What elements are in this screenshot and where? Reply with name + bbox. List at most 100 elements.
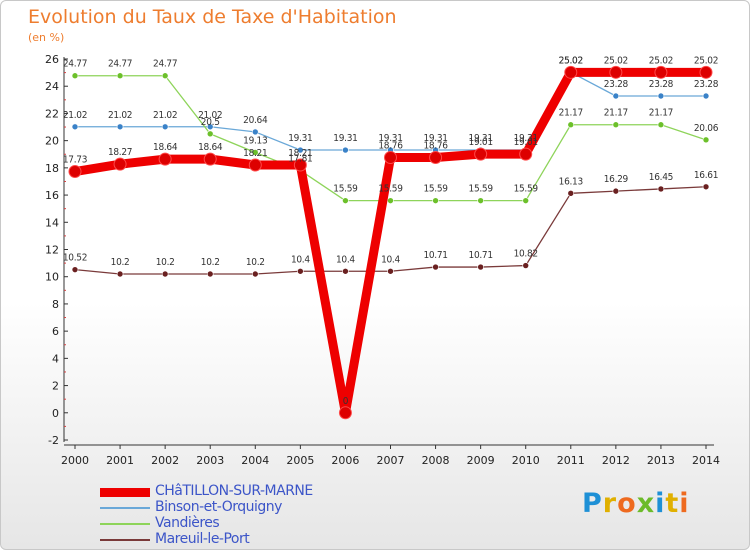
proxiti-logo: Proxiti <box>582 488 690 519</box>
series-point <box>702 183 710 191</box>
data-label: 0 <box>343 396 349 407</box>
logo-letter: r <box>602 488 618 519</box>
series-point <box>702 136 710 144</box>
data-label: 10.2 <box>246 257 265 268</box>
legend-swatch <box>100 539 150 541</box>
y-tick-label: 16 <box>45 189 59 202</box>
data-label: 15.59 <box>378 184 403 195</box>
series-point <box>342 146 349 154</box>
data-label: 20.5 <box>201 117 220 128</box>
logo-letter: P <box>582 488 603 519</box>
data-label: 19.31 <box>378 133 402 144</box>
series-point <box>206 270 214 278</box>
data-label: 19.01 <box>469 137 493 148</box>
series-point <box>567 190 575 197</box>
y-tick-label: 6 <box>52 325 59 338</box>
y-tick-label: 20 <box>45 135 59 148</box>
data-label: 25.02 <box>559 55 583 66</box>
data-label: 20.06 <box>694 123 719 134</box>
series-point <box>116 72 124 80</box>
data-label: 10.71 <box>423 250 447 261</box>
data-label: 18.21 <box>243 148 267 159</box>
series-point <box>387 267 394 275</box>
data-label: 19.01 <box>514 137 538 148</box>
series-point <box>158 152 172 166</box>
y-tick-label: 10 <box>45 271 59 284</box>
series-point <box>609 65 623 79</box>
data-label: 19.31 <box>288 133 312 144</box>
data-labels: 17.73 18.27 18.64 18.64 18.21 18.21 0 18.76 18.7… <box>63 55 719 406</box>
logo-letter: t <box>665 488 680 519</box>
x-tick-label: 2004 <box>241 454 269 467</box>
data-label: 17.81 <box>288 153 312 164</box>
data-label: 19.31 <box>333 133 357 144</box>
data-label: 18.76 <box>423 141 448 152</box>
series-point <box>71 266 79 273</box>
legend-label: Mareuil-le-Port <box>155 531 250 547</box>
series-point <box>387 197 394 204</box>
series-point <box>161 123 169 131</box>
logo-letter: i <box>679 488 690 519</box>
series-point <box>161 270 169 278</box>
x-tick-label: 2006 <box>331 454 359 467</box>
data-label: 25.02 <box>649 55 673 66</box>
y-tick-label: -2 <box>48 434 59 447</box>
data-label: 21.17 <box>604 108 628 119</box>
data-label: 24.77 <box>63 59 87 70</box>
series-point <box>206 130 214 138</box>
series-point <box>248 158 262 172</box>
series-point <box>251 270 259 278</box>
series-point <box>293 158 307 172</box>
x-tick-label: 2014 <box>692 454 720 467</box>
series-point <box>113 157 127 171</box>
data-label: 21.02 <box>198 110 222 121</box>
data-label: 24.77 <box>108 59 132 70</box>
data-label: 18.64 <box>198 142 223 153</box>
series-point <box>654 65 668 79</box>
series-point <box>657 185 665 193</box>
data-label: 21.02 <box>153 110 177 121</box>
series-point <box>68 165 82 179</box>
series-point <box>71 123 79 131</box>
series-point <box>342 267 349 275</box>
data-label: 10.2 <box>111 257 130 268</box>
series-point <box>203 152 217 166</box>
data-label: 25.02 <box>559 55 583 66</box>
legend-swatch <box>100 487 150 497</box>
data-label: 10.4 <box>336 254 355 265</box>
x-tick-label: 2002 <box>151 454 179 467</box>
y-tick-label: 18 <box>45 162 59 175</box>
data-label: 21.17 <box>559 108 583 119</box>
series-point <box>384 151 397 165</box>
series-point <box>567 121 575 129</box>
series-layer <box>68 65 713 420</box>
data-label: 15.59 <box>514 184 539 195</box>
series-point <box>699 65 713 79</box>
data-label: 18.27 <box>108 147 132 158</box>
data-label: 19.31 <box>423 133 447 144</box>
series-point <box>612 92 620 100</box>
x-tick-label: 2007 <box>377 454 405 467</box>
y-tick-label: 8 <box>52 298 59 311</box>
series-point <box>657 92 665 100</box>
data-label: 16.29 <box>604 174 629 185</box>
series-point <box>432 263 439 271</box>
y-tick-label: 26 <box>45 53 59 66</box>
data-label: 18.64 <box>153 142 178 153</box>
logo-letter: o <box>617 488 637 519</box>
x-tick-label: 2009 <box>467 454 495 467</box>
data-label: 15.59 <box>469 184 494 195</box>
y-tick-label: 14 <box>45 216 59 229</box>
series-point <box>702 92 710 100</box>
data-label: 23.28 <box>694 79 719 90</box>
x-tick-label: 2013 <box>647 454 675 467</box>
y-tick-label: 22 <box>45 107 59 120</box>
data-label: 25.02 <box>604 55 628 66</box>
logo-letter: i <box>655 488 666 519</box>
x-tick-label: 2008 <box>422 454 450 467</box>
series-point <box>522 197 530 204</box>
legend-swatch <box>100 523 150 525</box>
series-point <box>71 72 79 80</box>
